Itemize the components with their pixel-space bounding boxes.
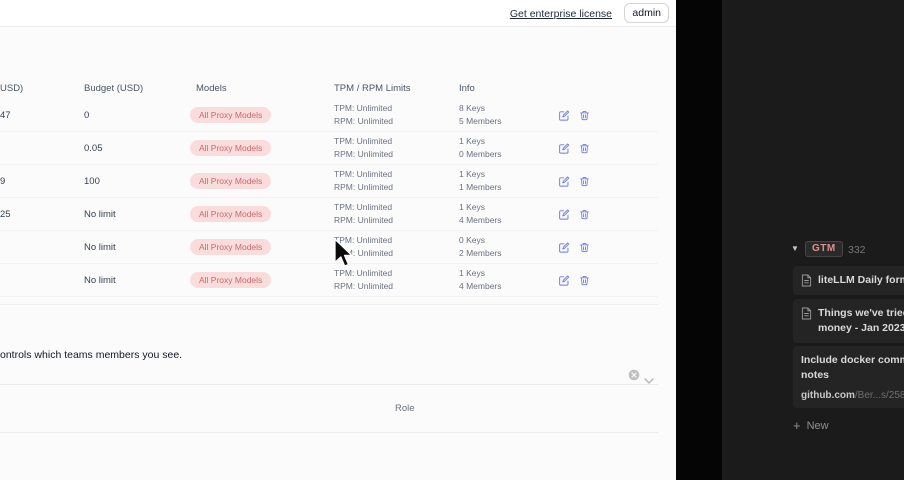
- edit-team-icon[interactable]: [558, 142, 570, 155]
- table-row[interactable]: 0.05 All Proxy Models TPM: Unlimited RPM:…: [0, 132, 658, 165]
- note-link[interactable]: github.com/Ber...s/2587: [801, 390, 904, 402]
- budget-cell: 0: [84, 109, 90, 121]
- column-header-info: Info: [459, 83, 475, 94]
- models-cell: All Proxy Models: [190, 99, 320, 131]
- table-row[interactable]: No limit All Proxy Models TPM: Unlimited…: [0, 264, 658, 297]
- limits-cell: TPM: Unlimited RPM: Unlimited: [334, 201, 394, 225]
- spend-cell: 25: [0, 208, 11, 220]
- info-cell: 1 Keys 0 Members: [459, 135, 502, 159]
- new-note-button[interactable]: + New: [793, 418, 829, 433]
- actions-cell: [558, 231, 618, 263]
- members-table-divider: [0, 432, 658, 433]
- note-card[interactable]: Things we've tried money - Jan 2023: [793, 299, 904, 343]
- actions-cell: [558, 198, 618, 230]
- edit-team-icon[interactable]: [558, 274, 570, 287]
- edit-team-icon[interactable]: [558, 241, 570, 254]
- info-cell: 1 Keys 4 Members: [459, 267, 502, 291]
- edit-team-icon[interactable]: [558, 175, 570, 188]
- spend-cell: [0, 231, 80, 263]
- note-title-line2: money - Jan 2023: [818, 321, 904, 334]
- table-bottom-divider: [0, 304, 658, 305]
- spend-cell: 9: [0, 175, 6, 187]
- column-header-budget: Budget (USD): [84, 83, 144, 94]
- delete-team-icon[interactable]: [579, 109, 591, 122]
- edit-team-icon[interactable]: [558, 208, 570, 221]
- spend-cell: 47: [0, 109, 11, 121]
- budget-cell: No limit: [84, 241, 116, 253]
- models-cell: All Proxy Models: [190, 165, 320, 197]
- models-badge: All Proxy Models: [190, 173, 272, 189]
- limits-cell: TPM: Unlimited RPM: Unlimited: [334, 135, 394, 159]
- limits-cell: TPM: Unlimited RPM: Unlimited: [334, 102, 394, 126]
- page-icon: [801, 307, 812, 325]
- plus-icon: +: [793, 418, 801, 433]
- models-cell: All Proxy Models: [190, 132, 320, 164]
- info-cell: 1 Keys 4 Members: [459, 201, 502, 225]
- budget-cell: 100: [84, 175, 100, 187]
- spend-cell: [0, 132, 80, 164]
- budget-cell: No limit: [84, 208, 116, 220]
- table-row[interactable]: No limit All Proxy Models TPM: Unlimited…: [0, 231, 658, 264]
- group-count: 332: [848, 244, 866, 256]
- team-filter-select[interactable]: [0, 363, 658, 385]
- chevron-down-icon[interactable]: [644, 371, 654, 384]
- delete-team-icon[interactable]: [579, 208, 591, 221]
- actions-cell: [558, 165, 618, 197]
- info-cell: 0 Keys 2 Members: [459, 234, 502, 258]
- notes-panel: [722, 0, 904, 480]
- admin-user-button[interactable]: admin: [624, 3, 669, 23]
- edit-team-icon[interactable]: [558, 109, 570, 122]
- delete-team-icon[interactable]: [579, 142, 591, 155]
- group-collapse-toggle-icon[interactable]: ▼: [791, 244, 799, 253]
- group-tag-badge[interactable]: GTM: [805, 241, 843, 257]
- note-card[interactable]: Include docker comma notes github.com/Be…: [793, 346, 904, 408]
- models-cell: All Proxy Models: [190, 198, 320, 230]
- models-cell: All Proxy Models: [190, 231, 320, 263]
- models-cell: All Proxy Models: [190, 264, 320, 296]
- column-header-models: Models: [196, 83, 227, 94]
- limits-cell: TPM: Unlimited RPM: Unlimited: [334, 234, 394, 258]
- column-header-limits: TPM / RPM Limits: [334, 83, 411, 94]
- budget-cell: 0.05: [84, 142, 103, 154]
- window-gap: [676, 0, 722, 480]
- models-badge: All Proxy Models: [190, 239, 272, 255]
- admin-app-panel: Get enterprise license admin USD) Budget…: [0, 0, 676, 480]
- models-badge: All Proxy Models: [190, 140, 272, 156]
- note-title-line1: Things we've tried: [818, 307, 904, 319]
- delete-team-icon[interactable]: [579, 241, 591, 254]
- delete-team-icon[interactable]: [579, 274, 591, 287]
- budget-cell: No limit: [84, 274, 116, 286]
- spend-cell: [0, 264, 80, 296]
- members-section-caption: ontrols which teams members you see.: [0, 349, 183, 361]
- table-row[interactable]: 47 0 All Proxy Models TPM: Unlimited RPM:…: [0, 99, 658, 132]
- page-icon: [801, 274, 812, 292]
- limits-cell: TPM: Unlimited RPM: Unlimited: [334, 168, 394, 192]
- models-badge: All Proxy Models: [190, 272, 272, 288]
- limits-cell: TPM: Unlimited RPM: Unlimited: [334, 267, 394, 291]
- members-table-role-header: Role: [395, 403, 415, 414]
- actions-cell: [558, 99, 618, 131]
- clear-selection-icon[interactable]: [628, 368, 640, 381]
- note-title: liteLLM Daily forma: [818, 274, 904, 286]
- actions-cell: [558, 132, 618, 164]
- note-card[interactable]: liteLLM Daily forma: [793, 266, 904, 295]
- actions-cell: [558, 264, 618, 296]
- top-bar: Get enterprise license admin: [0, 0, 676, 27]
- models-badge: All Proxy Models: [190, 206, 272, 222]
- table-row[interactable]: 25 No limit All Proxy Models TPM: Unlimi…: [0, 198, 658, 231]
- table-row[interactable]: 9 100 All Proxy Models TPM: Unlimited RPM…: [0, 165, 658, 198]
- note-title-line2: notes: [801, 368, 830, 381]
- note-title-line1: Include docker comma: [801, 354, 904, 366]
- column-header-spend: USD): [0, 83, 24, 94]
- delete-team-icon[interactable]: [579, 175, 591, 188]
- info-cell: 1 Keys 1 Members: [459, 168, 502, 192]
- info-cell: 8 Keys 5 Members: [459, 102, 502, 126]
- get-enterprise-license-link[interactable]: Get enterprise license: [509, 8, 612, 20]
- models-badge: All Proxy Models: [190, 107, 272, 123]
